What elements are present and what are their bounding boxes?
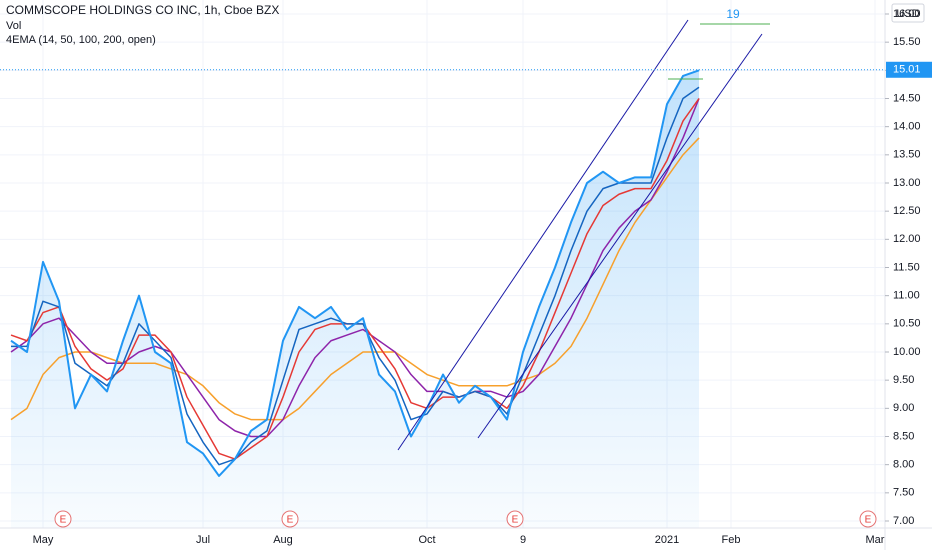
y-tick-label: 13.50 <box>893 149 921 161</box>
volume-label: Vol <box>6 20 21 32</box>
earnings-marker <box>859 510 877 528</box>
ema-line <box>10 98 700 438</box>
channel-line <box>477 33 763 439</box>
x-tick-label: Feb <box>722 534 741 546</box>
last-price-box <box>886 61 932 78</box>
earnings-label: E <box>512 515 519 526</box>
y-tick-label: 15.50 <box>893 36 921 48</box>
y-tick-label: 11.50 <box>893 261 920 273</box>
y-tick-label: 12.50 <box>893 205 921 217</box>
x-tick-label: Mar <box>866 534 885 546</box>
earnings-label: E <box>865 515 872 526</box>
x-tick-label: Jul <box>196 534 210 546</box>
x-tick-label: May <box>33 534 54 546</box>
earnings-marker <box>281 510 299 528</box>
y-tick-label: 14.00 <box>893 121 921 133</box>
earnings-markers: E E E E <box>54 510 877 528</box>
y-tick-label: 11.00 <box>893 290 920 302</box>
y-tick-label: 10.00 <box>893 346 921 358</box>
chart-title: COMMSCOPE HOLDINGS CO INC, 1h, Cboe BZX <box>6 3 279 17</box>
earnings-marker <box>506 510 524 528</box>
earnings-label: E <box>60 515 67 526</box>
area-layer <box>11 70 699 528</box>
x-tick-label: Oct <box>418 534 435 546</box>
currency-box[interactable] <box>891 3 925 23</box>
y-tick-label: 12.00 <box>893 233 921 245</box>
earnings-label: E <box>287 515 294 526</box>
earnings-marker <box>54 510 72 528</box>
channel-line <box>397 19 689 451</box>
indicator-label: 4EMA (14, 50, 100, 200, open) <box>6 34 156 46</box>
y-tick-label: 16.00 <box>893 8 921 20</box>
y-tick-label: 10.50 <box>893 318 921 330</box>
y-tick-label: 13.00 <box>893 177 921 189</box>
y-tick-label: 9.00 <box>893 402 914 414</box>
y-tick-label: 9.50 <box>893 374 914 386</box>
x-tick-label: Aug <box>273 534 293 546</box>
currency[interactable]: USD <box>896 8 919 20</box>
y-tick-label: 8.00 <box>893 459 914 471</box>
y-tick-label: 7.50 <box>893 487 914 499</box>
line-layer <box>10 69 700 477</box>
y-tick-label: 7.00 <box>893 515 914 527</box>
x-tick-label: 9 <box>520 534 526 546</box>
last-price-label: 15.01 <box>893 64 921 76</box>
price-line <box>10 69 700 477</box>
annotation: 19 <box>726 7 740 21</box>
x-tick-label: 2021 <box>655 534 679 546</box>
y-tick-label: 8.50 <box>893 430 914 442</box>
y-tick-label: 14.50 <box>893 92 921 104</box>
price-area <box>11 70 699 528</box>
